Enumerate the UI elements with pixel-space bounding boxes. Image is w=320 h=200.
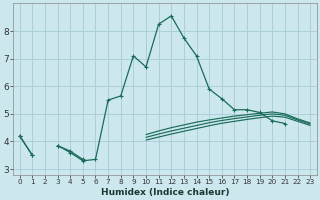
X-axis label: Humidex (Indice chaleur): Humidex (Indice chaleur) bbox=[101, 188, 229, 197]
